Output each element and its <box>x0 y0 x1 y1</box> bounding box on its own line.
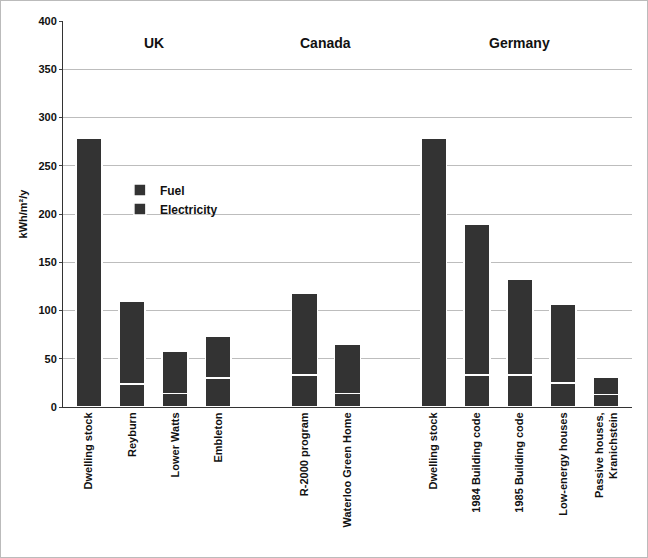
svg-text:Lower Watts: Lower Watts <box>169 412 181 477</box>
svg-text:Fuel: Fuel <box>160 184 185 198</box>
svg-text:UK: UK <box>144 35 164 51</box>
svg-text:Low-energy houses: Low-energy houses <box>557 412 569 515</box>
svg-text:kWh/m²/y: kWh/m²/y <box>17 189 29 239</box>
svg-text:Germany: Germany <box>489 35 550 51</box>
svg-text:Reyburn: Reyburn <box>126 412 138 457</box>
svg-text:Dwelling stock: Dwelling stock <box>427 412 439 490</box>
svg-text:150: 150 <box>38 256 56 268</box>
svg-text:Canada: Canada <box>300 35 351 51</box>
svg-text:Dwelling stock: Dwelling stock <box>82 412 94 490</box>
svg-text:1984 Building code: 1984 Building code <box>470 412 482 512</box>
svg-text:0: 0 <box>51 401 57 413</box>
svg-text:1985 Building code: 1985 Building code <box>513 412 525 512</box>
svg-text:R-2000 program: R-2000 program <box>298 412 310 496</box>
svg-text:Passive houses,Kranichstein: Passive houses,Kranichstein <box>593 412 619 498</box>
svg-text:250: 250 <box>38 160 56 172</box>
svg-text:100: 100 <box>38 304 56 316</box>
svg-text:Electricity: Electricity <box>160 203 218 217</box>
svg-text:200: 200 <box>38 208 56 220</box>
svg-text:Embleton: Embleton <box>212 412 224 462</box>
svg-text:Waterloo Green Home: Waterloo Green Home <box>341 412 353 527</box>
svg-text:400: 400 <box>38 15 56 27</box>
svg-text:350: 350 <box>38 63 56 75</box>
svg-text:300: 300 <box>38 111 56 123</box>
svg-text:50: 50 <box>45 353 57 365</box>
